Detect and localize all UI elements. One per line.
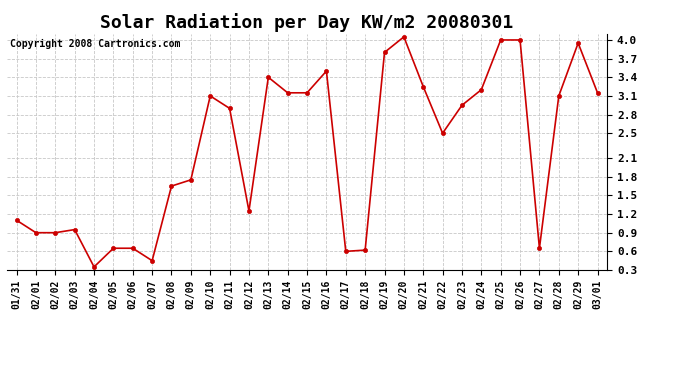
Title: Solar Radiation per Day KW/m2 20080301: Solar Radiation per Day KW/m2 20080301 <box>101 13 513 32</box>
Text: Copyright 2008 Cartronics.com: Copyright 2008 Cartronics.com <box>10 39 180 48</box>
